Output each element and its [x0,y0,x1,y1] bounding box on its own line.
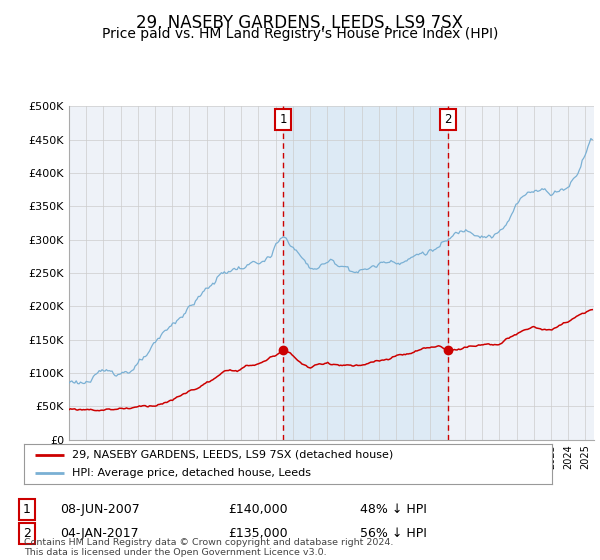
Text: HPI: Average price, detached house, Leeds: HPI: Average price, detached house, Leed… [71,468,311,478]
Text: 1: 1 [23,503,31,516]
Bar [283,106,448,440]
Text: 2: 2 [23,527,31,540]
Text: 04-JAN-2017: 04-JAN-2017 [60,527,139,540]
Text: £135,000: £135,000 [228,527,287,540]
Text: £140,000: £140,000 [228,503,287,516]
Text: Contains HM Land Registry data © Crown copyright and database right 2024.
This d: Contains HM Land Registry data © Crown c… [24,538,394,557]
Text: 1: 1 [280,113,287,126]
Text: 48% ↓ HPI: 48% ↓ HPI [360,503,427,516]
Text: 2: 2 [444,113,452,126]
Text: 29, NASEBY GARDENS, LEEDS, LS9 7SX: 29, NASEBY GARDENS, LEEDS, LS9 7SX [137,14,464,32]
Text: 29, NASEBY GARDENS, LEEDS, LS9 7SX (detached house): 29, NASEBY GARDENS, LEEDS, LS9 7SX (deta… [71,450,393,460]
Text: 56% ↓ HPI: 56% ↓ HPI [360,527,427,540]
Text: 08-JUN-2007: 08-JUN-2007 [60,503,140,516]
Text: Price paid vs. HM Land Registry's House Price Index (HPI): Price paid vs. HM Land Registry's House … [102,27,498,41]
